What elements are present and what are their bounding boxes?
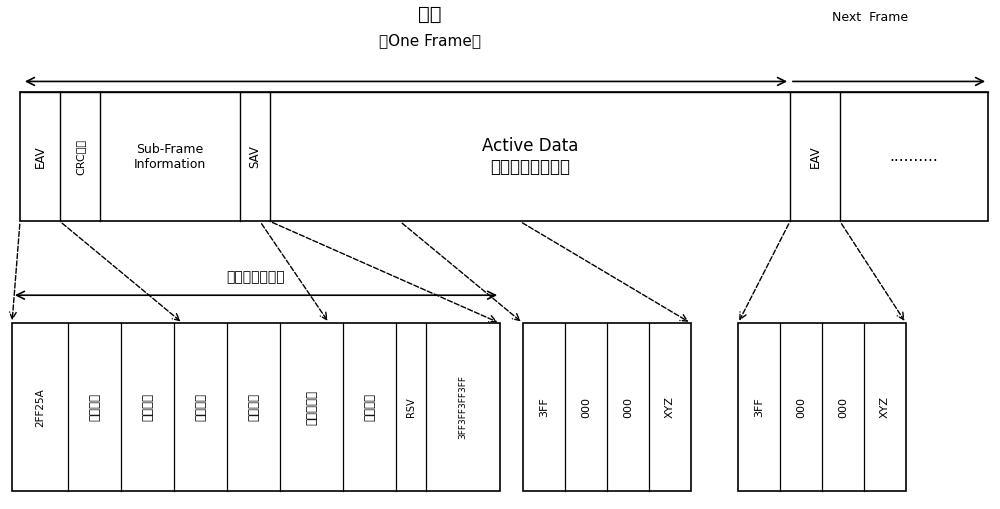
Text: 格式信息: 格式信息 [194,393,207,421]
Bar [12,323,500,491]
Text: RSV: RSV [406,398,416,417]
Text: 速率模式: 速率模式 [88,393,101,421]
Text: 子帧数据信息帧: 子帧数据信息帧 [227,270,285,285]
Bar [20,92,988,221]
Text: 3FF3FF3FF3FF: 3FF3FF3FF3FF [458,375,467,439]
Text: CRC校验: CRC校验 [75,138,85,175]
Text: EAV: EAV [34,145,46,168]
Text: Active Data
（子帧有效数据）: Active Data （子帧有效数据） [482,137,578,176]
Text: 000: 000 [838,397,848,418]
Text: 3FF: 3FF [754,398,764,417]
Text: 通路编号: 通路编号 [141,393,154,421]
Text: Sub-Frame
Information: Sub-Frame Information [134,143,206,171]
Text: 000: 000 [581,397,591,418]
Text: 000: 000 [796,397,806,418]
Text: XYZ: XYZ [880,396,890,418]
Text: 码流大小: 码流大小 [363,393,376,421]
Text: 首尾帧标记: 首尾帧标记 [305,390,318,425]
Text: 子帧: 子帧 [418,5,442,24]
Text: Next  Frame: Next Frame [832,11,908,24]
Text: 000: 000 [623,397,633,418]
Text: EAV: EAV [809,145,822,168]
Bar [738,323,906,491]
Bar [523,323,691,491]
Text: XYZ: XYZ [665,396,675,418]
Text: 3FF: 3FF [539,398,549,417]
Text: SAV: SAV [248,145,262,168]
Text: 2FF25A: 2FF25A [35,388,45,427]
Text: 子帧序号: 子帧序号 [247,393,260,421]
Text: ..........: .......... [890,149,938,164]
Text: （One Frame）: （One Frame） [379,33,481,48]
